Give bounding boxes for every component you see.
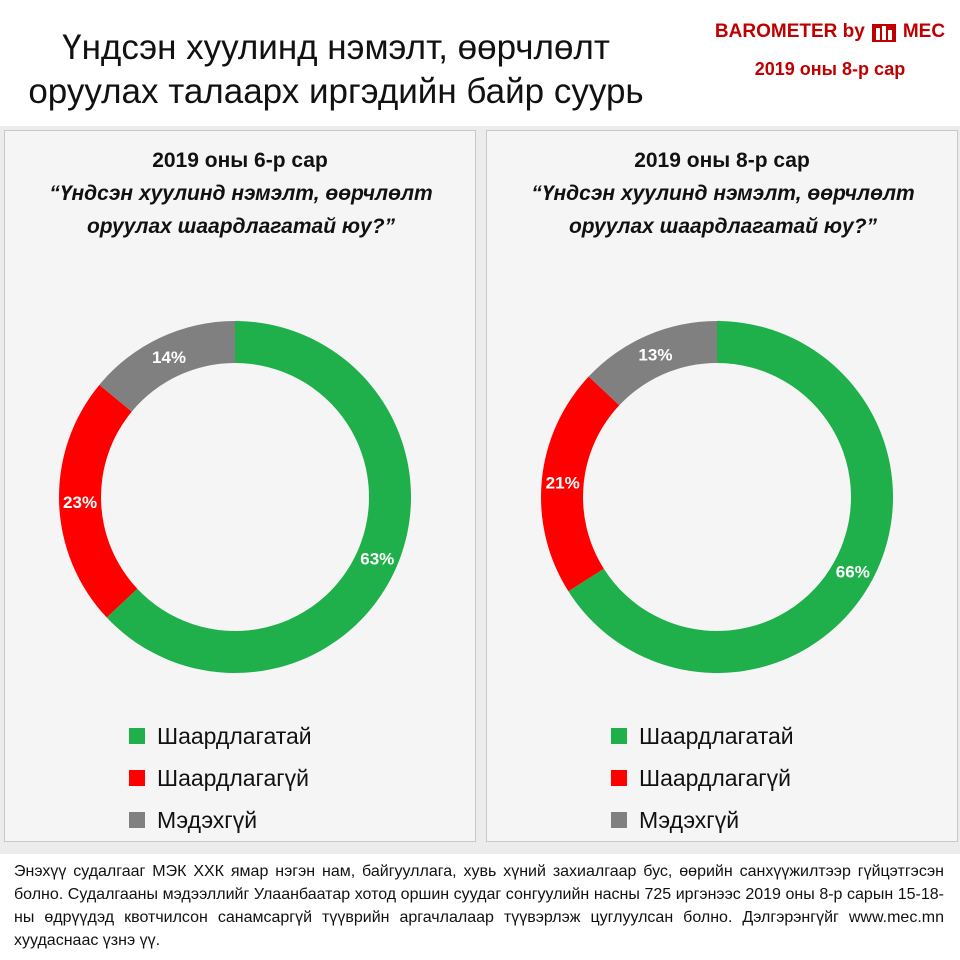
data-label: 66%	[836, 563, 870, 582]
data-label: 63%	[360, 550, 394, 569]
content-area: 2019 оны 6-р сар “Үндсэн хуулинд нэмэлт,…	[0, 126, 960, 854]
legend-label: Мэдэхгүй	[157, 806, 258, 833]
legend-swatch	[129, 812, 145, 828]
legend-label: Шаардлагатай	[639, 722, 794, 749]
legend-swatch	[129, 770, 145, 786]
donut-chart-june: 63% 23% 14%	[58, 321, 411, 673]
legend-swatch	[611, 728, 627, 744]
slice-not-required	[58, 384, 138, 618]
chart-question: “Үндсэн хуулинд нэмэлт, өөрчлөлт оруулах…	[49, 182, 433, 238]
chart-title: 2019 оны 8-р сар	[634, 149, 810, 172]
legend-item-dont-know: Мэдэхгүй	[611, 799, 794, 841]
donut-chart-august: 66% 21% 13%	[541, 321, 893, 673]
slice-dont-know	[588, 321, 717, 406]
data-label: 21%	[546, 473, 580, 492]
mec-logo-icon	[871, 24, 896, 42]
slice-dont-know	[99, 321, 235, 412]
chart-legend: Шаардлагатай Шаардлагагүй Мэдэхгүй	[611, 715, 794, 841]
brand-date: 2019 оны 8-р сар	[754, 59, 906, 79]
chart-panel-august: 2019 оны 8-р сар “Үндсэн хуулинд нэмэлт,…	[486, 130, 958, 842]
legend-swatch	[611, 770, 627, 786]
chart-panel-june: 2019 оны 6-р сар “Үндсэн хуулинд нэмэлт,…	[4, 130, 476, 842]
chart-legend: Шаардлагатай Шаардлагагүй Мэдэхгүй	[129, 715, 312, 841]
legend-item-required: Шаардлагатай	[611, 715, 794, 757]
legend-label: Мэдэхгүй	[639, 806, 740, 833]
footer: Энэхүү судалгааг МЭК ХХК ямар нэгэн нам,…	[0, 854, 960, 960]
brand: BAROMETER by MEC 2019 оны 8-р сар	[712, 18, 948, 82]
brand-name: MEC	[902, 21, 946, 42]
chart-question: “Үндсэн хуулинд нэмэлт, өөрчлөлт оруулах…	[531, 182, 915, 238]
legend-item-not-required: Шаардлагагүй	[129, 757, 312, 799]
page-title: Үндсэн хуулинд нэмэлт, өөрчлөлт оруулах …	[28, 28, 644, 111]
chart-title: 2019 оны 6-р сар	[152, 149, 328, 172]
legend-swatch	[129, 728, 145, 744]
data-label: 13%	[638, 346, 672, 365]
brand-line: BAROMETER by MEC	[712, 18, 948, 46]
legend-item-required: Шаардлагатай	[129, 715, 312, 757]
brand-prefix: BAROMETER by	[714, 21, 865, 42]
slice-required	[106, 321, 411, 673]
legend-item-not-required: Шаардлагагүй	[611, 757, 794, 799]
slice-not-required	[541, 376, 620, 592]
legend-label: Шаардлагатай	[157, 722, 312, 749]
header: Үндсэн хуулинд нэмэлт, өөрчлөлт оруулах …	[0, 0, 960, 126]
legend-swatch	[611, 812, 627, 828]
data-label: 23%	[63, 493, 97, 512]
methodology-note: Энэхүү судалгааг МЭК ХХК ямар нэгэн нам,…	[14, 863, 944, 949]
legend-label: Шаардлагагүй	[639, 764, 791, 791]
data-label: 14%	[152, 348, 186, 367]
legend-item-dont-know: Мэдэхгүй	[129, 799, 312, 841]
legend-label: Шаардлагагүй	[157, 764, 309, 791]
